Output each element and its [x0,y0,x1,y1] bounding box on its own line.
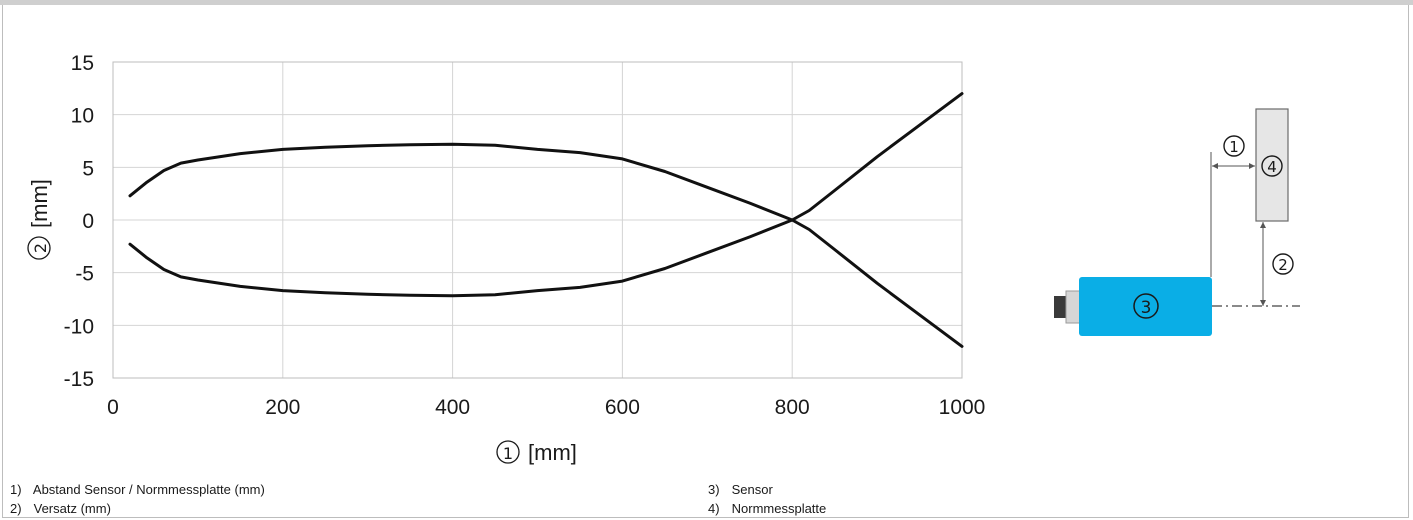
x-tick-label-4: 800 [775,396,810,419]
plot-frame [112,61,963,379]
series-line-1 [128,92,964,298]
offset-marker-number: 2 [1278,256,1288,274]
legend-item-distance: 1) Abstand Sensor / Normmessplatte (mm) [10,482,265,497]
y-tick-label-5: -10 [64,315,94,338]
x-tick-label-5: 1000 [939,396,986,419]
y-tick-label-0: 15 [71,52,94,75]
plate-marker-circle [1261,155,1283,177]
x-tick-label-1: 200 [265,396,300,419]
legend-left: 1) Abstand Sensor / Normmessplatte (mm) … [10,480,265,518]
sensor-marker-circle [1133,293,1159,319]
x-tick-label-3: 600 [605,396,640,419]
connector-plug [1054,296,1068,318]
x-tick-label-2: 400 [435,396,470,419]
distance-arrow-left [1212,163,1218,169]
y-tick-label-4: -5 [75,263,94,286]
plate-marker-number: 4 [1267,158,1277,176]
legend-right: 3) Sensor 4) Normmessplatte [708,480,826,518]
y-tick-label-1: 10 [71,105,94,128]
x-tick-labels: 0 200 400 600 800 1000 [107,396,985,419]
y-tick-label-2: 5 [82,157,94,180]
sensor-diagram: 3 4 1 2 [1054,108,1300,336]
y-axis-label-circle [27,236,51,260]
chart-series [128,92,964,348]
plot-area-border [112,61,963,379]
y-axis-label-number: 2 [31,243,50,253]
figure-frame [2,5,1409,518]
top-border [0,0,1413,5]
offset-arrow-top [1260,222,1266,228]
connector-sleeve [1065,290,1081,324]
offset-marker-circle [1272,253,1294,275]
chart-grid [112,61,963,379]
x-axis-label-number: 1 [503,444,513,463]
legend-item-plate: 4) Normmessplatte [708,501,827,516]
legend-item-offset: 2) Versatz (mm) [10,501,111,516]
y-tick-label-3: 0 [82,210,94,233]
y-tick-label-6: -15 [64,368,94,391]
x-tick-label-0: 0 [107,396,119,419]
offset-arrow-bottom [1260,300,1266,306]
series-line-0 [128,142,964,348]
y-tick-labels: 15 10 5 0 -5 -10 -15 [64,52,94,391]
sensor-body [1079,277,1212,336]
legend-item-sensor: 3) Sensor [708,482,773,497]
x-axis-label-circle [496,440,520,464]
y-axis-label: 2 [mm] [27,179,52,260]
distance-marker-number: 1 [1229,138,1239,156]
distance-marker-circle [1223,135,1245,157]
measuring-plate [1255,108,1289,222]
x-axis-label-unit: [mm] [528,440,577,465]
sensor-marker-number: 3 [1141,298,1152,318]
x-axis-label: 1 [mm] [496,440,577,465]
distance-arrow-right [1249,163,1255,169]
y-axis-label-unit: [mm] [27,179,52,228]
